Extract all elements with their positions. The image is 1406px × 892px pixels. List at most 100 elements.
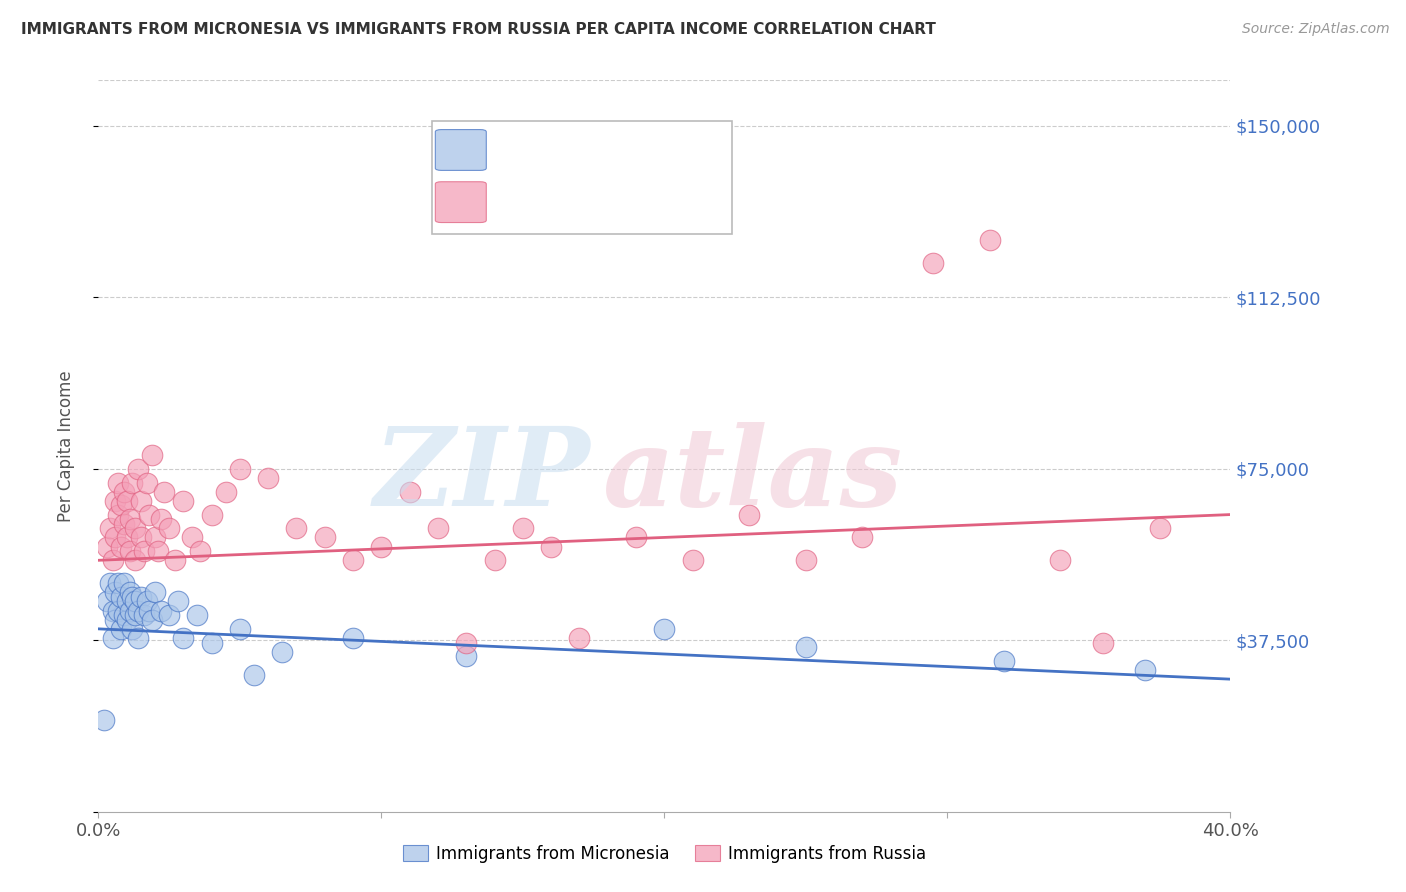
Point [112, 516, 135, 531]
Point [101, 553, 124, 567]
Point [146, 544, 169, 558]
Point [456, 649, 478, 664]
Point [115, 530, 138, 544]
Point [107, 576, 129, 591]
Point [141, 613, 163, 627]
Point [342, 553, 364, 567]
Point [107, 603, 129, 617]
Text: IMMIGRANTS FROM MICRONESIA VS IMMIGRANTS FROM RUSSIA PER CAPITA INCOME CORRELATI: IMMIGRANTS FROM MICRONESIA VS IMMIGRANTS… [21, 22, 936, 37]
Point [96, 540, 118, 554]
Point [110, 590, 132, 604]
Point [201, 508, 224, 522]
Point [172, 631, 194, 645]
Point [166, 594, 188, 608]
Point [112, 608, 135, 623]
Point [141, 448, 163, 462]
Point [124, 553, 146, 567]
Point [682, 553, 704, 567]
Point [512, 521, 534, 535]
Point [115, 613, 138, 627]
Point [652, 622, 676, 636]
Point [101, 631, 124, 645]
Point [121, 475, 143, 490]
Point [979, 233, 1001, 247]
Point [96, 594, 118, 608]
Point [93, 714, 115, 728]
Point [127, 462, 149, 476]
Point [794, 640, 817, 655]
Point [180, 530, 202, 544]
Point [121, 622, 143, 636]
Point [104, 613, 127, 627]
Point [132, 544, 155, 558]
Point [129, 590, 152, 604]
Point [138, 508, 160, 522]
Point [314, 530, 336, 544]
Point [738, 508, 761, 522]
Point [124, 521, 146, 535]
Point [157, 608, 180, 623]
Point [143, 585, 166, 599]
Point [115, 594, 138, 608]
Point [188, 544, 211, 558]
Point [229, 462, 252, 476]
Point [285, 521, 308, 535]
Point [257, 471, 280, 485]
Point [132, 608, 155, 623]
Point [456, 635, 478, 649]
Point [104, 530, 127, 544]
Point [143, 530, 166, 544]
Point [1149, 521, 1171, 535]
Point [172, 493, 194, 508]
Point [118, 544, 141, 558]
Point [201, 635, 224, 649]
Point [243, 667, 266, 681]
Point [118, 512, 141, 526]
Point [271, 645, 294, 659]
Point [118, 603, 141, 617]
Point [149, 512, 172, 526]
Point [104, 585, 127, 599]
Point [107, 508, 129, 522]
Point [215, 484, 238, 499]
Text: Source: ZipAtlas.com: Source: ZipAtlas.com [1241, 22, 1389, 37]
Point [152, 484, 174, 499]
Point [157, 521, 180, 535]
Point [124, 594, 146, 608]
Point [229, 622, 252, 636]
Point [922, 256, 945, 270]
Legend: Immigrants from Micronesia, Immigrants from Russia: Immigrants from Micronesia, Immigrants f… [396, 838, 932, 869]
Point [186, 608, 208, 623]
Point [124, 608, 146, 623]
Point [1135, 663, 1157, 677]
Point [624, 530, 647, 544]
Point [370, 540, 392, 554]
Point [129, 493, 152, 508]
Point [115, 493, 138, 508]
Point [107, 475, 129, 490]
Point [104, 493, 127, 508]
Point [138, 603, 160, 617]
Point [1091, 635, 1114, 649]
Point [98, 521, 121, 535]
Point [118, 585, 141, 599]
Point [540, 540, 562, 554]
Point [110, 622, 132, 636]
Point [110, 540, 132, 554]
Point [121, 590, 143, 604]
Text: atlas: atlas [602, 422, 903, 529]
Point [1049, 553, 1071, 567]
Point [110, 499, 132, 513]
Point [127, 603, 149, 617]
Point [568, 631, 591, 645]
Point [127, 631, 149, 645]
Point [135, 475, 157, 490]
Point [851, 530, 873, 544]
Point [398, 484, 420, 499]
Point [993, 654, 1015, 668]
Point [135, 594, 157, 608]
Point [112, 576, 135, 591]
Point [112, 484, 135, 499]
Point [98, 576, 121, 591]
Point [129, 530, 152, 544]
